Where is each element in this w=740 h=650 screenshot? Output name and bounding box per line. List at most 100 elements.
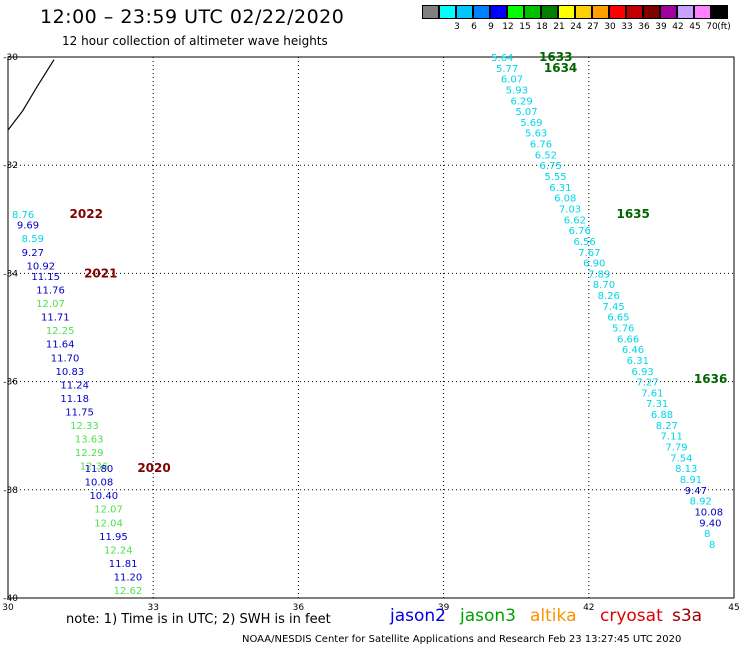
wave-height-value: 6.76 bbox=[569, 226, 591, 237]
legend-label: 9 bbox=[488, 22, 494, 32]
legend-swatch bbox=[473, 5, 490, 19]
wave-height-value: 7.03 bbox=[559, 204, 581, 215]
map-frame bbox=[7, 56, 735, 599]
wave-height-value: 12.07 bbox=[94, 505, 123, 516]
legend-swatch bbox=[643, 5, 660, 19]
lat-tick-label: -40 bbox=[3, 594, 18, 604]
wave-height-value: 11.70 bbox=[51, 353, 80, 364]
wave-height-value: 8 bbox=[704, 529, 710, 540]
wave-height-value: 9.27 bbox=[22, 248, 44, 259]
legend-swatch bbox=[694, 5, 711, 19]
legend-label: 18 bbox=[536, 22, 548, 32]
legend-swatch bbox=[541, 5, 558, 19]
lat-tick-label: -34 bbox=[3, 269, 18, 279]
legend-swatch bbox=[524, 5, 541, 19]
wave-height-value: 9.40 bbox=[699, 518, 721, 529]
pass-label: 1633 bbox=[539, 50, 572, 64]
wave-height-value: 6.31 bbox=[549, 183, 571, 194]
wave-height-value: 12.25 bbox=[46, 326, 75, 337]
wave-height-value: 8.13 bbox=[675, 464, 697, 475]
pass-label: 1634 bbox=[544, 61, 577, 75]
coastline bbox=[7, 59, 55, 131]
wave-height-value: 7.31 bbox=[646, 399, 668, 410]
wave-height-value: 5.55 bbox=[544, 172, 566, 183]
wave-height-value: 7.61 bbox=[641, 388, 663, 399]
wave-height-value: 7.11 bbox=[661, 432, 683, 443]
wave-height-value: 10.83 bbox=[56, 367, 85, 378]
wave-height-value: 8.26 bbox=[598, 291, 620, 302]
legend-swatch bbox=[490, 5, 507, 19]
legend-label: 36 bbox=[638, 22, 650, 32]
legend-label: 15 bbox=[519, 22, 531, 32]
legend-label: 12 bbox=[502, 22, 514, 32]
wave-height-value: 5.69 bbox=[520, 118, 542, 129]
wave-height-value: 6.66 bbox=[617, 334, 639, 345]
wave-height-value: 8 bbox=[709, 540, 715, 551]
credit-line: NOAA/NESDIS Center for Satellite Applica… bbox=[242, 634, 682, 645]
pass-label: 2021 bbox=[84, 266, 117, 280]
legend-swatch bbox=[456, 5, 473, 19]
page-title: 12:00 – 23:59 UTC 02/22/2020 bbox=[40, 6, 345, 28]
wave-height-value: 8.27 bbox=[656, 421, 678, 432]
lon-tick-label: 30 bbox=[2, 603, 14, 613]
footer-note: note: 1) Time is in UTC; 2) SWH is in fe… bbox=[66, 612, 331, 627]
legend-label: 27 bbox=[587, 22, 599, 32]
wave-height-value: 8.76 bbox=[12, 210, 34, 221]
lon-tick-label: 33 bbox=[147, 603, 158, 613]
wave-height-value: 11.81 bbox=[109, 559, 138, 570]
wave-height-value: 7.67 bbox=[578, 248, 600, 259]
wave-height-value: 5.63 bbox=[525, 129, 547, 140]
wave-height-value: 11.75 bbox=[65, 407, 94, 418]
legend-label: 70 bbox=[706, 22, 718, 32]
legend-label: 21 bbox=[553, 22, 565, 32]
legend-label: 45 bbox=[689, 22, 701, 32]
wave-height-value: 5.93 bbox=[506, 85, 528, 96]
legend-label: 3 bbox=[454, 22, 460, 32]
wave-height-value: 6.65 bbox=[607, 313, 629, 324]
legend-swatch bbox=[609, 5, 626, 19]
wave-height-value: 11.95 bbox=[99, 532, 128, 543]
wave-height-value: 12.07 bbox=[36, 299, 65, 310]
wave-height-value: 11.24 bbox=[60, 380, 89, 391]
wave-height-value: 5.07 bbox=[515, 107, 537, 118]
wave-height-value: 12.33 bbox=[70, 421, 99, 432]
wave-height-value: 6.88 bbox=[651, 410, 673, 421]
pass-label: 2020 bbox=[137, 461, 170, 475]
wave-height-value: 6.29 bbox=[511, 96, 533, 107]
legend-swatch bbox=[626, 5, 643, 19]
legend-unit: (ft) bbox=[717, 22, 731, 32]
wave-height-value: 6.56 bbox=[573, 237, 595, 248]
lon-tick-label: 42 bbox=[583, 603, 594, 613]
wave-height-value: 11.64 bbox=[46, 340, 75, 351]
satellite-cryosat: cryosat bbox=[600, 606, 663, 626]
wave-height-value: 6.07 bbox=[501, 75, 523, 86]
wave-height-value: 9.47 bbox=[685, 486, 707, 497]
wave-height-value: 7.79 bbox=[665, 443, 687, 454]
wave-height-value: 5.77 bbox=[496, 64, 518, 75]
wave-height-value: 13.63 bbox=[75, 434, 104, 445]
pass-label: 2022 bbox=[70, 207, 103, 221]
pass-label: 1636 bbox=[694, 372, 727, 386]
wave-height-value: 7.45 bbox=[602, 302, 624, 313]
wave-height-value: 7.27 bbox=[636, 378, 658, 389]
wave-height-value: 5.76 bbox=[612, 324, 634, 335]
wave-height-value: 5.64 bbox=[491, 53, 513, 64]
wave-height-value: 8.70 bbox=[593, 280, 615, 291]
lon-tick-label: 36 bbox=[293, 603, 305, 613]
legend-swatch bbox=[422, 5, 439, 19]
lon-tick-label: 45 bbox=[728, 603, 739, 613]
wave-height-value: 6.62 bbox=[564, 215, 586, 226]
legend-label: 42 bbox=[672, 22, 684, 32]
wave-height-value: 8.92 bbox=[690, 497, 712, 508]
wave-height-value: 12.04 bbox=[94, 518, 123, 529]
legend-label: 6 bbox=[471, 22, 477, 32]
legend-swatch bbox=[507, 5, 524, 19]
legend-label: 24 bbox=[570, 22, 582, 32]
legend-label: 39 bbox=[655, 22, 667, 32]
wave-height-value: 6.31 bbox=[627, 356, 649, 367]
wave-height-value: 11.15 bbox=[31, 272, 60, 283]
pass-label: 1635 bbox=[616, 207, 649, 221]
wave-height-value: 10.08 bbox=[694, 507, 723, 518]
wave-height-value: 7.89 bbox=[588, 269, 610, 280]
